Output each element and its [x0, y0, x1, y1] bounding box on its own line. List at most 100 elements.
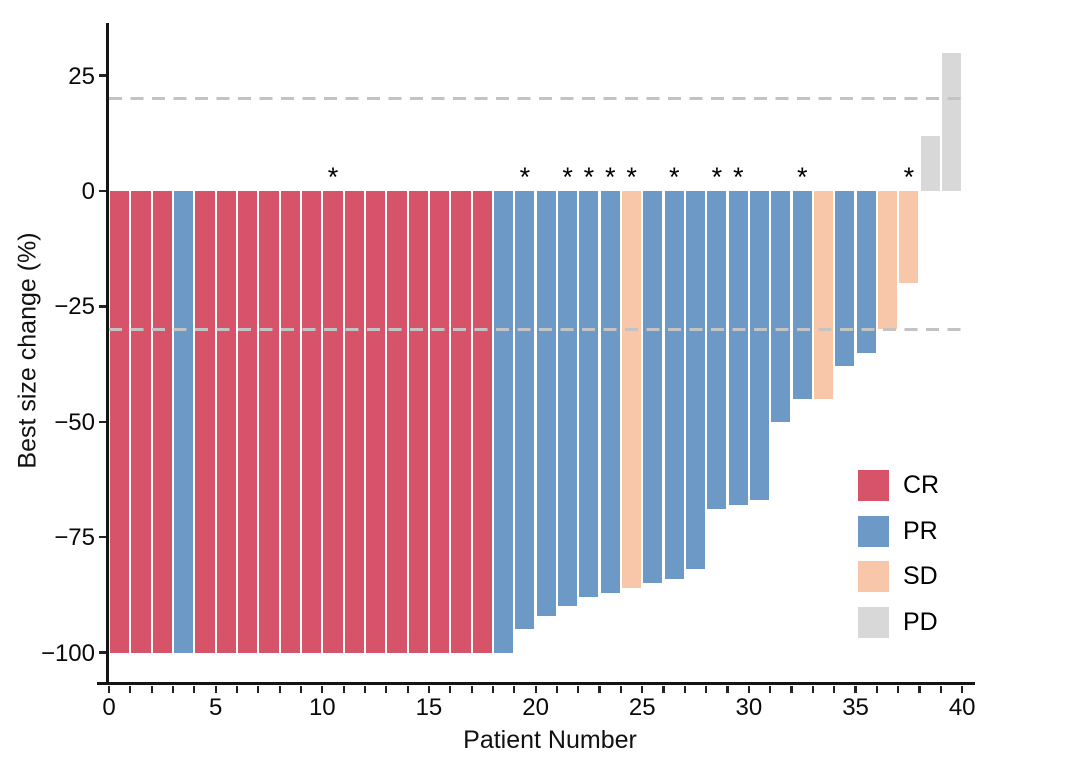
- x-axis-tick: [811, 685, 814, 693]
- significance-star-patient-20: *: [519, 162, 531, 192]
- x-axis-tick: [406, 685, 409, 693]
- y-axis-tick: [99, 189, 106, 193]
- bar-patient-7: [238, 191, 258, 653]
- x-tick-label-10: 10: [308, 694, 336, 721]
- x-axis-tick: [875, 685, 878, 693]
- bar-patient-18: [472, 191, 492, 653]
- x-axis-tick: [470, 685, 473, 693]
- bar-patient-23: [579, 191, 599, 598]
- x-axis-tick: [491, 685, 495, 693]
- x-tick-label-20: 20: [522, 694, 549, 721]
- x-axis-tick: [513, 685, 516, 693]
- significance-star-patient-27: *: [668, 162, 680, 192]
- bar-patient-29: [707, 191, 727, 510]
- x-tick-label-0: 0: [102, 694, 116, 721]
- x-axis-tick: [342, 685, 345, 693]
- significance-star-patient-23: *: [583, 162, 595, 192]
- bar-patient-21: [536, 191, 556, 616]
- y-tick-label-neg100: −100: [40, 639, 95, 667]
- legend-item-SD: SD: [858, 561, 978, 592]
- y-axis-title: Best size change (%): [13, 232, 42, 469]
- y-axis-spine: [106, 23, 109, 685]
- bar-patient-34: [813, 191, 834, 399]
- bar-patient-35: [835, 191, 855, 367]
- x-axis-tick: [385, 685, 388, 693]
- x-axis-tick: [171, 685, 175, 693]
- x-tick-label-5: 5: [208, 694, 223, 721]
- significance-star-patient-30: *: [732, 162, 744, 192]
- x-axis-tick: [363, 685, 367, 693]
- y-tick-label-neg25: −25: [54, 293, 95, 321]
- reference-line-minus30: [109, 327, 967, 332]
- reference-line-plus20: [109, 97, 967, 101]
- legend-swatch-CR: [858, 470, 889, 501]
- significance-star-patient-25: *: [626, 162, 637, 192]
- x-tick-label-40: 40: [948, 694, 976, 721]
- bar-patient-28: [686, 191, 706, 570]
- significance-star-patient-38: *: [903, 162, 915, 192]
- y-tick-label-neg75: −75: [54, 524, 95, 552]
- bar-patient-22: [558, 191, 578, 607]
- bar-patient-11: [323, 191, 343, 653]
- x-axis-tick: [662, 685, 665, 693]
- y-axis-tick: [99, 535, 106, 539]
- y-axis-tick: [99, 74, 106, 77]
- y-tick-label-neg50: −50: [54, 408, 95, 436]
- legend-swatch-SD: [858, 561, 889, 592]
- bar-patient-32: [771, 191, 791, 422]
- legend-item-PR: PR: [858, 515, 978, 547]
- x-axis-tick: [854, 685, 857, 693]
- bar-patient-38: [899, 191, 919, 284]
- legend-swatch-PR: [858, 515, 889, 547]
- bar-patient-8: [259, 191, 279, 653]
- y-axis-tick: [99, 651, 106, 654]
- legend-label-SD: SD: [903, 562, 938, 590]
- x-axis-tick: [555, 685, 559, 693]
- bar-patient-24: [600, 191, 620, 593]
- bar-patient-16: [430, 191, 450, 653]
- significance-star-patient-29: *: [711, 162, 723, 192]
- y-tick-label-25: 25: [68, 62, 95, 90]
- bar-patient-5: [195, 191, 215, 653]
- y-axis-tick: [99, 420, 106, 423]
- x-axis-tick: [769, 685, 772, 693]
- x-axis-tick: [833, 685, 836, 693]
- y-tick-label-0: 0: [81, 178, 95, 205]
- x-axis-tick: [619, 685, 622, 693]
- bar-patient-26: [643, 191, 663, 584]
- x-axis-title: Patient Number: [463, 726, 637, 754]
- x-axis-tick: [641, 685, 644, 693]
- x-axis-tick: [107, 685, 111, 693]
- bar-patient-9: [280, 191, 300, 653]
- bar-patient-17: [451, 191, 471, 653]
- x-axis-tick: [705, 685, 708, 693]
- x-axis-tick: [961, 685, 964, 693]
- bar-patient-12: [344, 191, 364, 653]
- x-axis-tick: [577, 685, 580, 693]
- legend-swatch-PD: [858, 606, 889, 638]
- x-axis-tick: [939, 685, 942, 693]
- bar-patient-25: [622, 191, 642, 588]
- significance-star-patient-24: *: [604, 162, 616, 192]
- bar-patient-19: [494, 191, 514, 653]
- bar-patient-27: [664, 191, 684, 579]
- x-axis-tick: [150, 685, 153, 693]
- x-axis-tick: [747, 685, 750, 693]
- x-axis-tick: [129, 685, 132, 693]
- x-tick-label-15: 15: [415, 694, 443, 721]
- bar-patient-3: [152, 191, 172, 653]
- x-tick-label-30: 30: [735, 694, 763, 721]
- x-axis-tick: [235, 685, 239, 693]
- bar-patient-10: [302, 191, 322, 653]
- y-axis-tick: [99, 305, 106, 308]
- x-axis-tick: [449, 685, 452, 693]
- x-axis-tick: [299, 685, 303, 693]
- x-tick-label-35: 35: [842, 694, 869, 721]
- x-tick-label-25: 25: [628, 694, 656, 721]
- significance-star-patient-22: *: [562, 162, 573, 192]
- bar-patient-39: [920, 135, 940, 191]
- bar-patient-4: [174, 191, 194, 653]
- bar-patient-15: [408, 191, 428, 653]
- bar-patient-30: [728, 191, 748, 505]
